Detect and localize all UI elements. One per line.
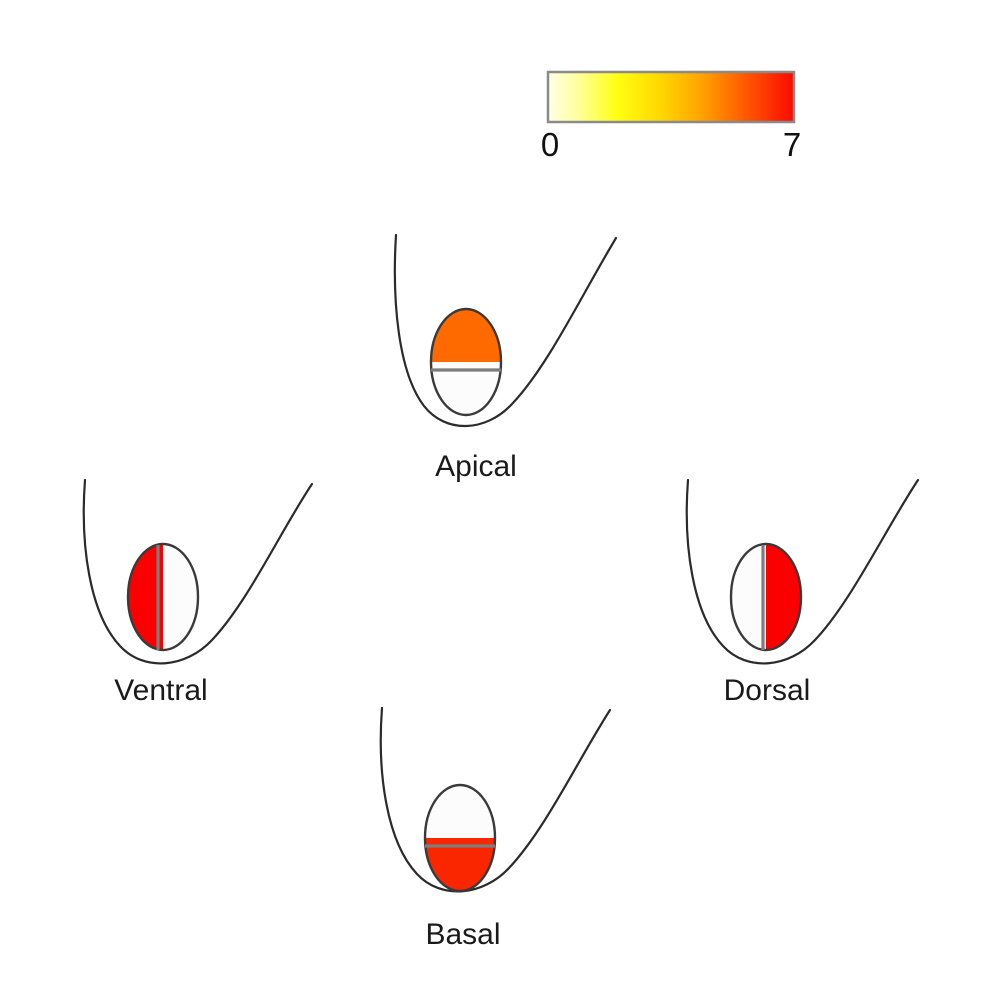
panel-label-basal: Basal xyxy=(425,918,500,951)
ellipse-outline-ventral xyxy=(126,542,200,652)
body-outline-apical xyxy=(393,233,618,428)
panel-apical: Apical xyxy=(393,233,618,483)
colorbar-min-tick-label: 0 xyxy=(541,126,559,163)
ellipse-outline-dorsal xyxy=(729,542,803,652)
body-outline-basal xyxy=(379,706,612,893)
panel-ventral: Ventral xyxy=(82,478,314,707)
highlight-region-dorsal xyxy=(766,544,801,650)
colorbar-max-tick-label: 7 xyxy=(783,126,801,163)
body-outline-ventral xyxy=(82,478,314,665)
body-outline-dorsal xyxy=(685,478,920,665)
panel-dorsal: Dorsal xyxy=(685,478,920,707)
highlight-clip-group-dorsal xyxy=(766,544,801,650)
highlight-region-apical xyxy=(431,309,501,362)
panel-label-ventral: Ventral xyxy=(114,674,207,707)
panel-label-apical: Apical xyxy=(435,450,517,483)
panel-collection: Apical Ventral Dorsal Basal xyxy=(82,233,920,951)
ellipse-outline-apical xyxy=(429,307,503,417)
colorbar-frame xyxy=(546,70,796,124)
highlight-clip-group-apical xyxy=(431,309,501,362)
panel-label-dorsal: Dorsal xyxy=(724,674,811,707)
ellipse-outline-basal xyxy=(423,783,497,893)
panel-basal: Basal xyxy=(379,706,612,951)
colorbar-gradient-bar xyxy=(548,72,794,122)
